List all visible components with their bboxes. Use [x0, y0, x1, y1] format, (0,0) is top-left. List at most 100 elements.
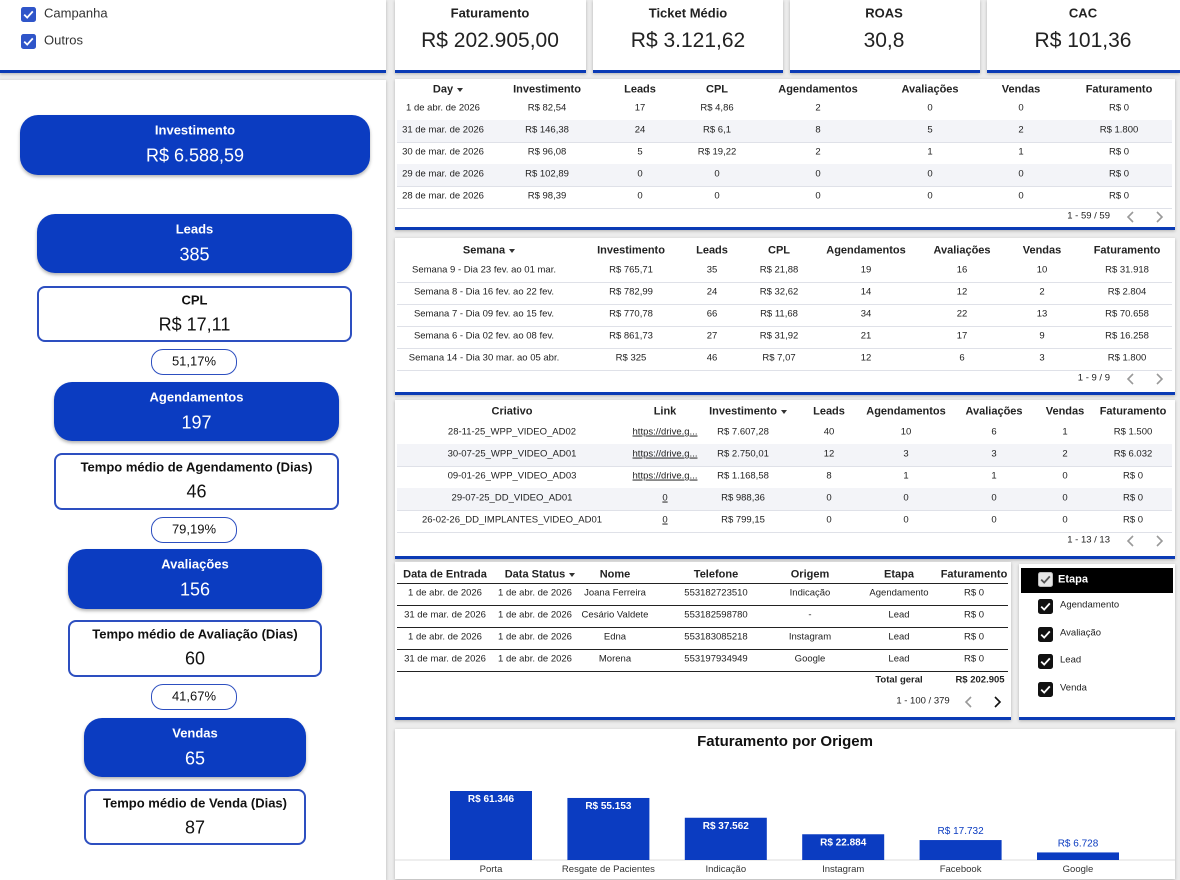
kpi-card: [395, 0, 586, 73]
table-cell: 30 de mar. de 2026: [402, 146, 484, 158]
pagination-arrow: [1126, 211, 1134, 223]
table-cell: Semana 7 - Dia 09 fev. ao 15 fev.: [413, 308, 555, 320]
table-cell: 553182598780: [684, 609, 748, 621]
table-cell: R$ 0: [963, 609, 985, 621]
table-cell: 0: [637, 190, 643, 202]
table-cell: 5: [637, 146, 643, 158]
table-cell: 14: [860, 286, 872, 298]
table-cell: R$ 988,36: [721, 492, 765, 504]
column-header: Semana: [462, 244, 506, 257]
table-cell: 0: [903, 492, 909, 504]
row-separator: [397, 348, 1172, 349]
table-cell: 0: [815, 190, 821, 202]
table-cell: R$ 1.500: [1113, 426, 1153, 438]
funnel-box: [37, 286, 352, 342]
table-cell: 1 de abr. de 2026: [408, 587, 482, 599]
table-cell: 8: [815, 124, 821, 136]
table-cell: 0: [1062, 514, 1068, 526]
kpi-label: ROAS: [865, 5, 903, 21]
row-separator: [397, 186, 1172, 187]
table-cell: 1 de abr. de 2026: [498, 587, 572, 599]
leads-table-panel: [395, 562, 1011, 720]
table-cell: R$ 146,38: [525, 124, 569, 136]
table-cell: 2: [815, 146, 821, 158]
table-cell: 6: [959, 352, 965, 364]
funnel-label: Tempo médio de Agendamento (Dias): [80, 459, 313, 475]
column-header: Leads: [696, 244, 728, 257]
table-cell: 1 de abr. de 2026: [408, 631, 482, 643]
row-separator: [397, 142, 1172, 143]
table-cell: 1: [1018, 146, 1024, 158]
column-header: Investimento: [709, 405, 777, 418]
checkbox: [1038, 682, 1053, 698]
column-header: Link: [653, 405, 677, 418]
funnel-value: 60: [184, 648, 206, 669]
conversion-rate-box: [151, 349, 237, 375]
table-cell: R$ 0: [963, 587, 985, 599]
pagination-arrow: [1156, 211, 1164, 223]
pagination-arrow: [1126, 535, 1134, 547]
column-header: Data Status: [504, 568, 566, 581]
table-cell: https://drive.g...: [632, 470, 698, 482]
table-cell: R$ 16.258: [1105, 330, 1149, 342]
table-cell: Joana Ferreira: [584, 587, 646, 599]
sort-arrow: [569, 573, 576, 577]
weekly-table-panel: [395, 238, 1175, 395]
table-cell: 28 de mar. de 2026: [402, 190, 484, 202]
pagination-arrow: [1156, 535, 1164, 547]
table-cell: 12: [860, 352, 872, 364]
pagination-arrow: [1156, 373, 1164, 385]
kpi-value: 30,8: [863, 28, 905, 52]
x-tick-label: Resgate de Pacientes: [562, 864, 655, 875]
table-cell: Edna: [603, 631, 627, 643]
table-cell: R$ 4,86: [700, 102, 734, 114]
table-cell: 3: [991, 448, 997, 460]
pagination: 1 - 13 / 13: [1067, 534, 1110, 546]
funnel-label: Vendas: [172, 725, 218, 741]
row-band: [397, 120, 1172, 142]
table-cell: 8: [826, 470, 832, 482]
table-cell: Instagram: [788, 631, 832, 643]
table-cell: 31 de mar. de 2026: [404, 609, 486, 621]
funnel-box: [54, 382, 339, 441]
table-cell: 0: [903, 514, 909, 526]
kpi-value: R$ 3.121,62: [630, 28, 746, 52]
table-cell: 0: [826, 492, 832, 504]
funnel-box: [68, 620, 322, 677]
stage-option: Venda: [1060, 682, 1087, 694]
column-header: Avaliações: [901, 83, 959, 96]
table-cell: 0: [1018, 102, 1024, 114]
table-cell: https://drive.g...: [632, 426, 698, 438]
table-cell: 2: [815, 102, 821, 114]
funnel-value: R$ 6.588,59: [145, 146, 245, 167]
table-cell: 1: [991, 470, 997, 482]
kpi-label: Ticket Médio: [648, 5, 728, 21]
conversion-rate: 41,67%: [171, 688, 217, 704]
table-cell: R$ 31.918: [1105, 264, 1149, 276]
row-band: [397, 444, 1172, 466]
column-header: Avaliações: [965, 405, 1023, 418]
column-header: Leads: [624, 83, 656, 96]
data-label: R$ 6.728: [1058, 838, 1099, 849]
column-header: Telefone: [693, 568, 739, 581]
table-cell: 40: [823, 426, 835, 438]
stage-option: Agendamento: [1060, 599, 1120, 611]
funnel-value: R$ 17,11: [158, 314, 231, 335]
table-cell: 0: [1062, 470, 1068, 482]
table-cell: R$ 0: [1108, 146, 1130, 158]
funnel-box: [84, 718, 306, 777]
funnel-label: Avaliações: [161, 556, 229, 572]
bar: [567, 797, 650, 860]
table-cell: 26-02-26_DD_IMPLANTES_VIDEO_AD01: [421, 514, 603, 526]
table-cell: -: [808, 609, 812, 621]
pagination-arrow: [994, 696, 1002, 708]
table-cell: R$ 82,54: [527, 102, 567, 114]
table-cell: 0: [826, 514, 832, 526]
table-cell: 1 de abr. de 2026: [406, 102, 480, 114]
bar: [450, 791, 532, 860]
table-cell: 19: [860, 264, 872, 276]
table-cell: R$ 799,15: [721, 514, 765, 526]
bar: [802, 834, 885, 860]
table-cell: R$ 11,68: [760, 308, 798, 320]
table-cell: 31 de mar. de 2026: [404, 653, 486, 665]
